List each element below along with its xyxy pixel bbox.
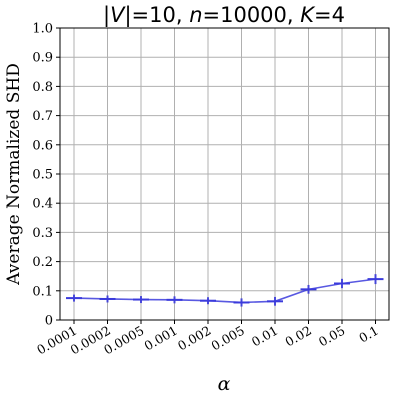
y-tick-label: 1.0	[32, 22, 53, 37]
y-tick-label: 0.9	[32, 51, 53, 66]
x-tick-label: 0.005	[208, 323, 247, 354]
x-axis-label: α	[218, 373, 231, 395]
y-axis-ticks: 0 0.1 0.2 0.3 0.4 0.5 0.6 0.7 0.8 0.9 1.0	[32, 22, 60, 329]
x-tick-label: 0.01	[249, 323, 281, 350]
x-tick-label: 0.02	[282, 323, 314, 350]
y-tick-label: 0.4	[32, 197, 53, 212]
x-tick-label: 0.1	[356, 323, 381, 346]
plot-frame	[59, 27, 390, 321]
y-tick-label: 0.6	[32, 138, 53, 153]
y-tick-label: 0.3	[32, 226, 53, 241]
chart-title: |V|=10, n=10000, K=4	[103, 3, 345, 28]
x-tick-label: 0.001	[141, 323, 180, 354]
y-tick-label: 0.7	[32, 109, 53, 124]
series-layer	[66, 274, 384, 307]
x-tick-label: 0.05	[316, 323, 348, 350]
y-tick-label: 0.2	[32, 255, 53, 270]
y-tick-label: 0.1	[32, 284, 53, 299]
grid	[60, 27, 389, 321]
y-axis-label: Average Normalized SHD	[4, 63, 24, 286]
y-tick-label: 0.8	[32, 80, 53, 95]
y-tick-label: 0.5	[32, 168, 53, 183]
y-tick-label: 0	[45, 314, 53, 329]
x-tick-label: 0.002	[175, 323, 214, 354]
series-line	[73, 278, 376, 304]
